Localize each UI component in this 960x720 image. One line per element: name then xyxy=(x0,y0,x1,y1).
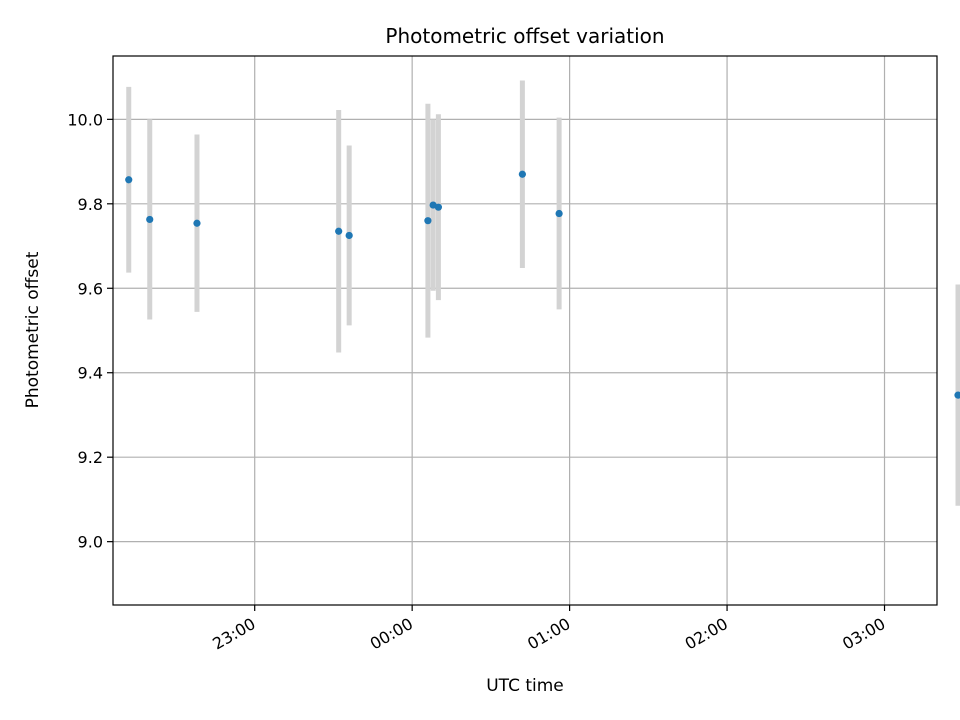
y-tick-label: 9.8 xyxy=(78,195,103,214)
chart-title: Photometric offset variation xyxy=(385,24,664,48)
data-point xyxy=(954,391,960,399)
data-point xyxy=(424,217,432,225)
y-tick-label: 9.0 xyxy=(78,533,103,552)
data-point xyxy=(345,231,353,240)
x-axis-label: UTC time xyxy=(486,676,564,696)
y-axis-label: Photometric offset xyxy=(23,251,43,408)
plot-frame xyxy=(112,55,938,606)
data-point xyxy=(146,215,154,224)
grid-lines xyxy=(113,56,937,605)
y-tick-label: 9.2 xyxy=(78,448,103,467)
data-point xyxy=(434,203,443,211)
data-point xyxy=(193,219,201,227)
y-tick-label: 9.4 xyxy=(78,364,103,383)
y-tick-label: 9.6 xyxy=(78,279,103,298)
data-point xyxy=(518,170,526,178)
data-point xyxy=(125,176,133,184)
y-axis-ticks: 9.0 9.2 9.4 9.6 9.8 10.0 xyxy=(67,110,113,552)
data-point xyxy=(335,227,343,235)
data-points xyxy=(125,170,960,399)
y-tick-label: 10.0 xyxy=(67,110,103,129)
data-point xyxy=(555,209,563,218)
